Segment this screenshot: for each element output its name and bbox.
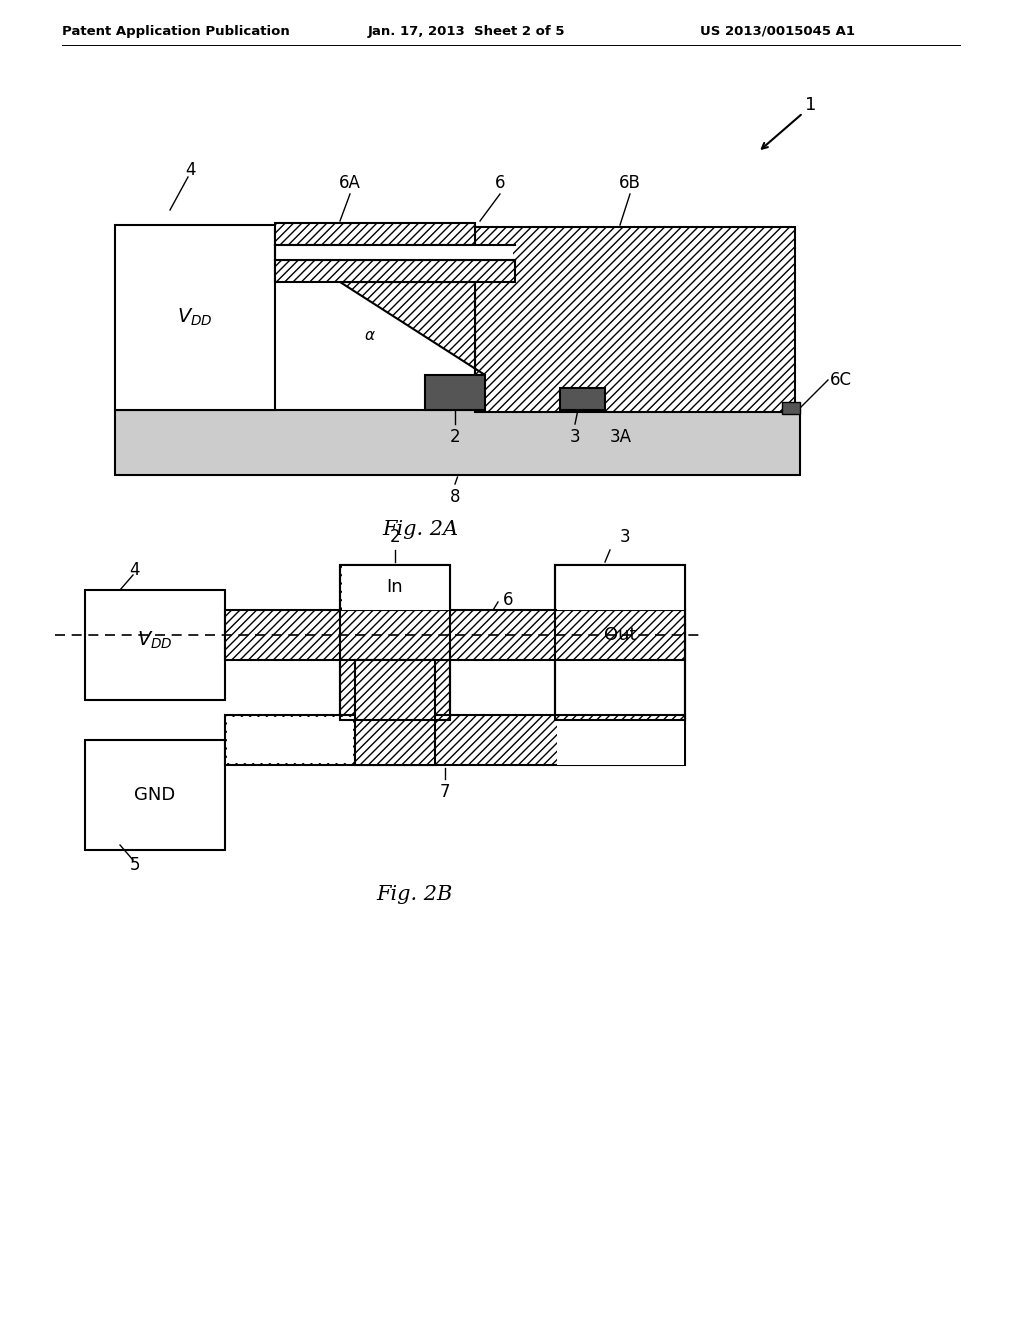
FancyBboxPatch shape <box>275 260 515 282</box>
Text: $V_{DD}$: $V_{DD}$ <box>177 306 213 329</box>
FancyBboxPatch shape <box>85 590 225 700</box>
Text: 7: 7 <box>439 783 451 801</box>
Text: 6C: 6C <box>830 371 852 389</box>
Text: 8: 8 <box>450 488 460 506</box>
FancyBboxPatch shape <box>341 565 449 610</box>
Text: 4: 4 <box>130 561 140 579</box>
Text: Patent Application Publication: Patent Application Publication <box>62 25 290 38</box>
FancyBboxPatch shape <box>475 227 795 412</box>
FancyBboxPatch shape <box>555 565 685 719</box>
Text: Out: Out <box>604 626 636 644</box>
Text: Fig. 2B: Fig. 2B <box>377 884 454 904</box>
FancyBboxPatch shape <box>85 741 225 850</box>
Text: Jan. 17, 2013  Sheet 2 of 5: Jan. 17, 2013 Sheet 2 of 5 <box>368 25 565 38</box>
Text: 3A: 3A <box>610 428 632 446</box>
Text: 3: 3 <box>620 528 631 546</box>
FancyBboxPatch shape <box>556 719 683 766</box>
Text: 4: 4 <box>184 161 196 180</box>
Text: Out: Out <box>604 626 636 644</box>
Text: $V_{DD}$: $V_{DD}$ <box>137 630 173 651</box>
Text: In: In <box>387 578 403 597</box>
FancyBboxPatch shape <box>355 660 435 766</box>
Text: 2: 2 <box>450 428 461 446</box>
FancyBboxPatch shape <box>340 565 450 719</box>
Text: 2: 2 <box>390 528 400 546</box>
FancyBboxPatch shape <box>425 375 485 411</box>
Text: $\alpha$: $\alpha$ <box>365 327 376 342</box>
FancyBboxPatch shape <box>115 224 275 411</box>
Text: 6A: 6A <box>339 174 360 191</box>
Text: GND: GND <box>134 785 176 804</box>
FancyBboxPatch shape <box>115 411 800 475</box>
FancyBboxPatch shape <box>225 715 685 766</box>
FancyBboxPatch shape <box>782 403 800 414</box>
FancyBboxPatch shape <box>227 717 353 763</box>
Text: 6: 6 <box>503 591 513 609</box>
Text: 6B: 6B <box>620 174 641 191</box>
FancyBboxPatch shape <box>560 388 605 411</box>
FancyBboxPatch shape <box>556 565 683 610</box>
FancyBboxPatch shape <box>225 610 685 660</box>
Text: 6: 6 <box>495 174 505 191</box>
Text: Fig. 2A: Fig. 2A <box>382 520 458 539</box>
FancyBboxPatch shape <box>275 223 475 246</box>
Polygon shape <box>340 282 485 375</box>
FancyBboxPatch shape <box>278 246 513 260</box>
Text: 3: 3 <box>569 428 581 446</box>
Text: 1: 1 <box>805 96 816 114</box>
Text: 5: 5 <box>130 855 140 874</box>
Text: US 2013/0015045 A1: US 2013/0015045 A1 <box>700 25 855 38</box>
